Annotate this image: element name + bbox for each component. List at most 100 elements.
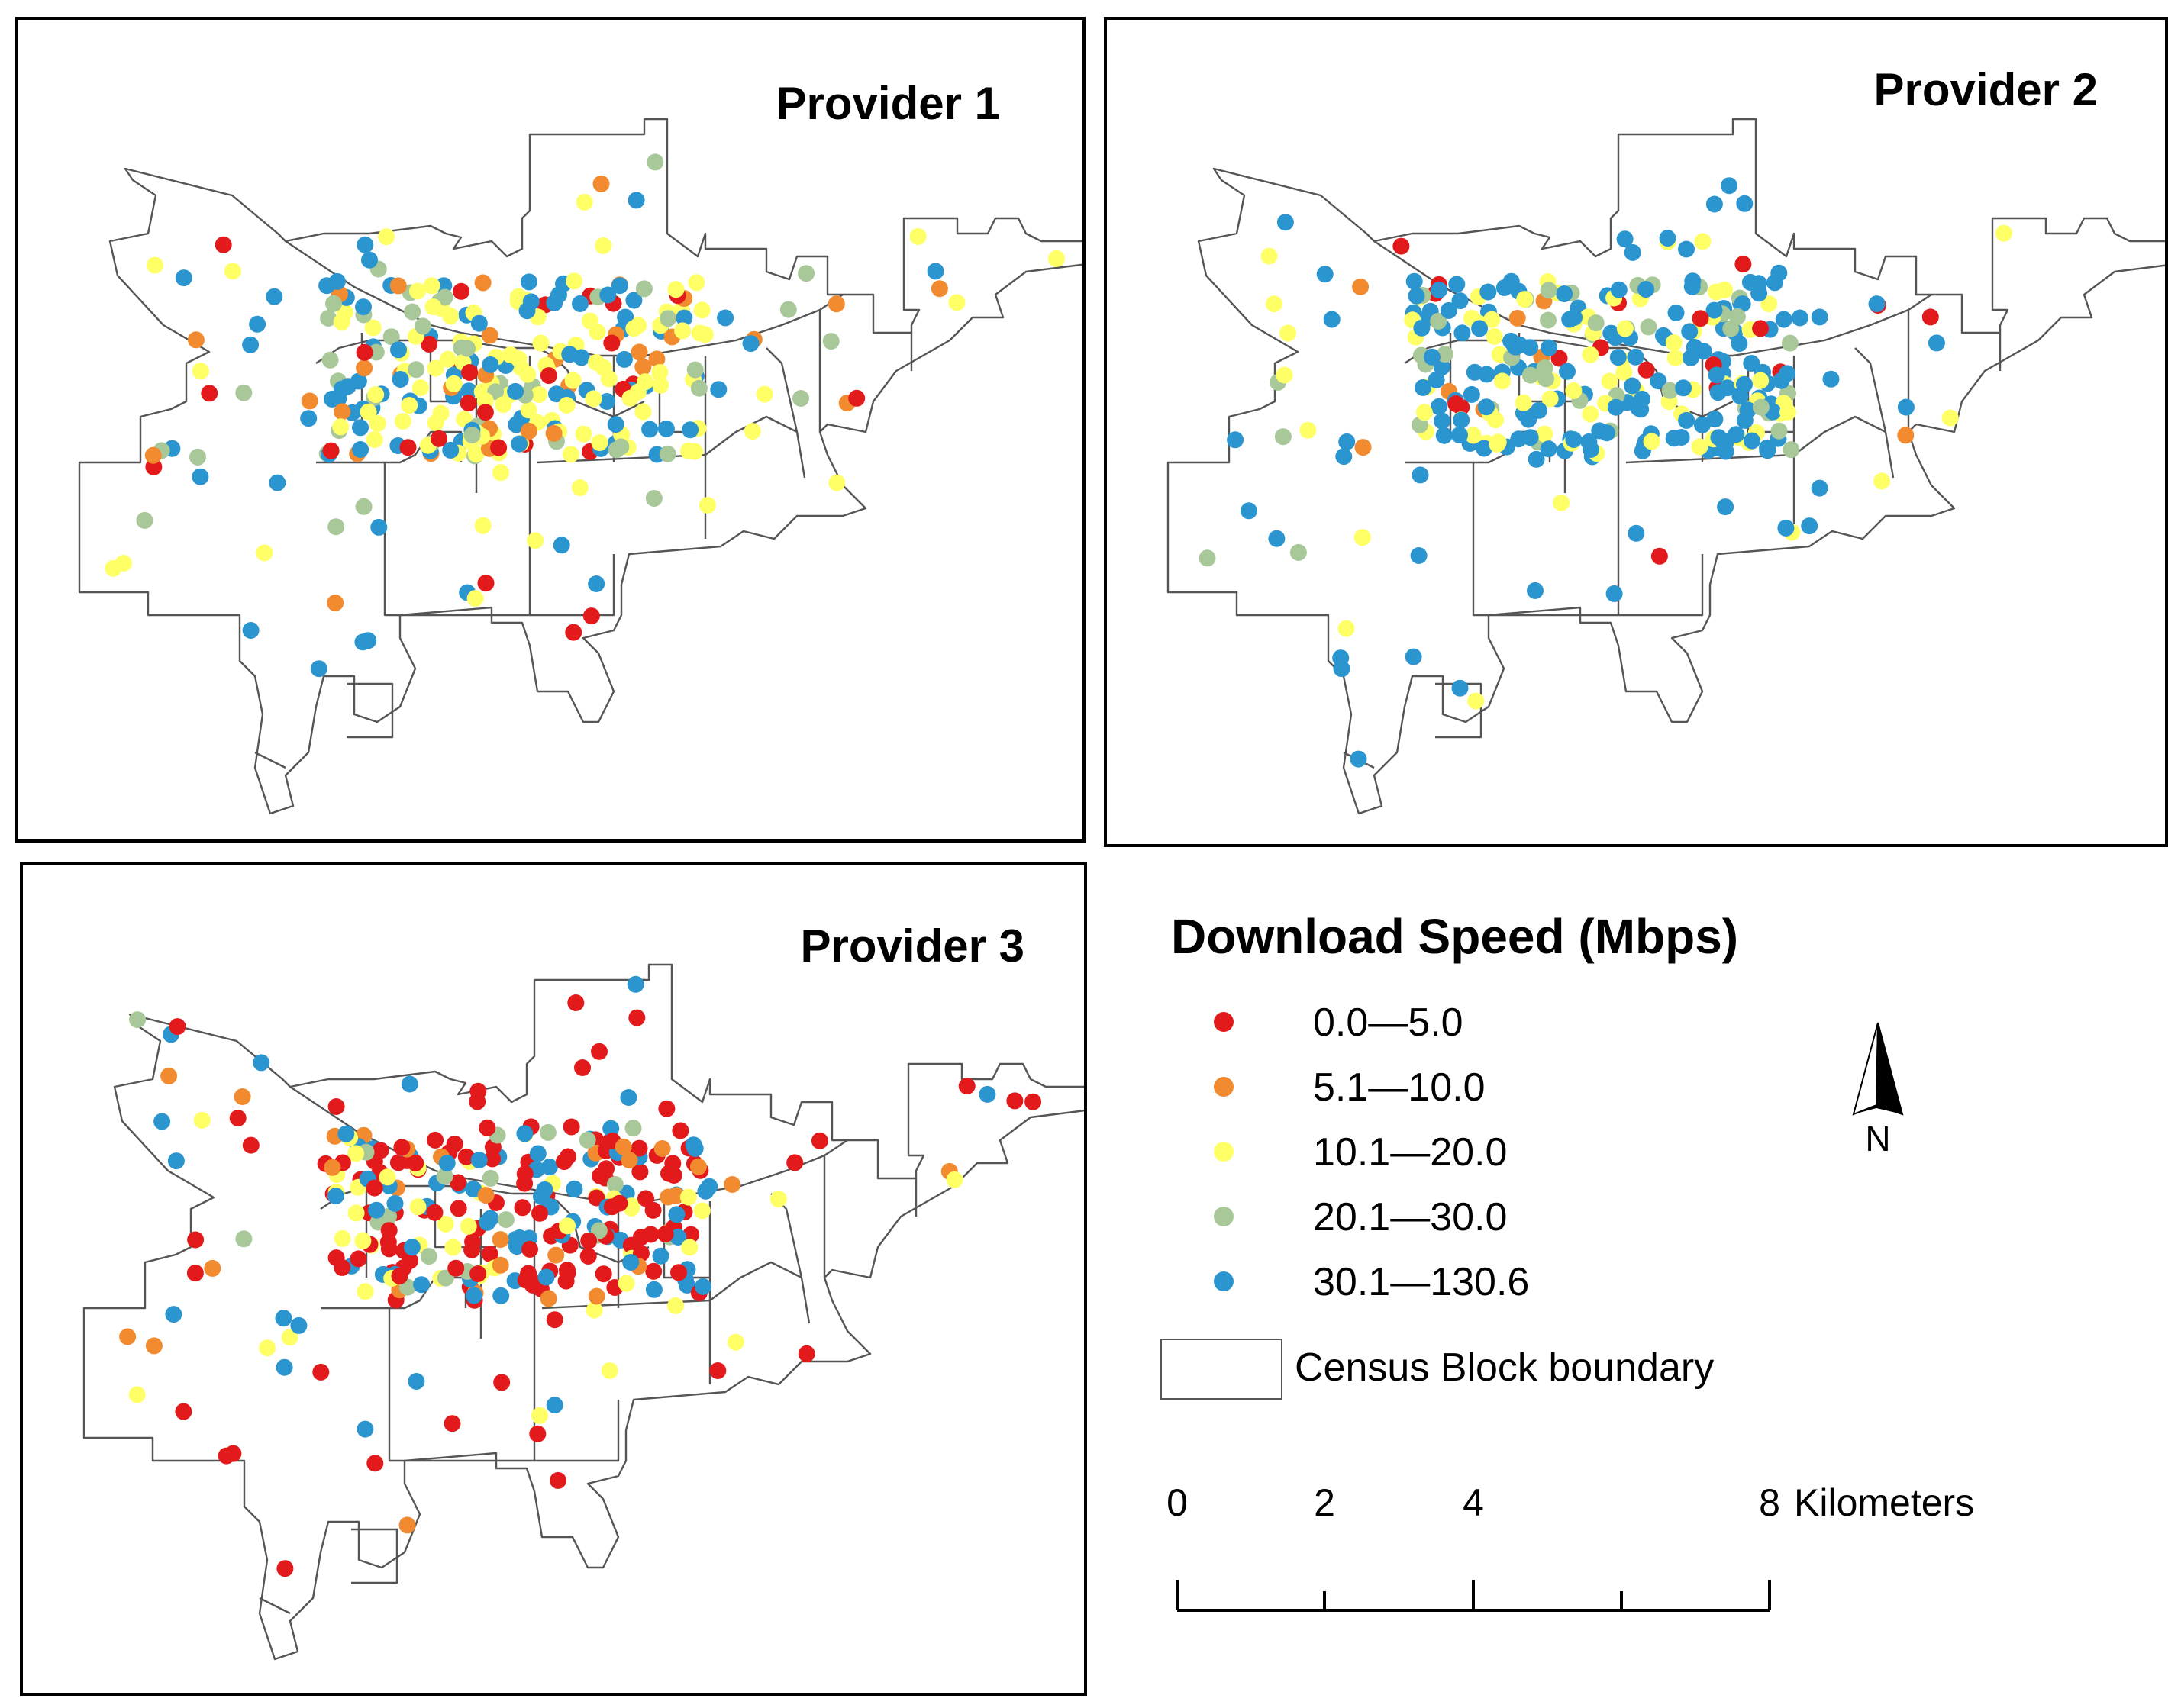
speed-sample-point: [413, 1276, 431, 1294]
speed-sample-point: [1353, 529, 1371, 546]
speed-sample-point: [1634, 390, 1650, 408]
speed-sample-point: [567, 994, 585, 1011]
speed-sample-point: [690, 379, 708, 397]
speed-sample-point: [366, 431, 383, 449]
speed-sample-point: [652, 1247, 669, 1265]
speed-sample-point: [436, 288, 453, 306]
speed-sample-point: [1693, 416, 1711, 433]
speed-sample-point: [686, 443, 703, 460]
speed-sample-point: [582, 607, 600, 625]
speed-sample-point: [611, 277, 628, 295]
speed-sample-point: [409, 1198, 427, 1216]
speed-sample-point: [407, 1154, 424, 1171]
speed-sample-point: [620, 1089, 637, 1106]
speed-sample-point: [492, 464, 509, 482]
speed-sample-point: [521, 1240, 538, 1258]
speed-sample-point: [1708, 366, 1725, 384]
speed-sample-point: [1744, 432, 1760, 450]
speed-sample-point: [566, 1180, 583, 1197]
speed-sample-point: [1766, 274, 1783, 292]
speed-sample-point: [611, 1194, 628, 1212]
speed-sample-point: [357, 1420, 374, 1438]
speed-sample-point: [474, 274, 492, 292]
speed-sample-point: [529, 1145, 547, 1162]
city-boundary: [1166, 118, 2165, 815]
census-block-boundary: [766, 347, 806, 479]
speed-sample-point: [769, 1191, 787, 1208]
speed-sample-point: [520, 401, 537, 419]
north-arrow-icon: N: [1852, 1022, 1904, 1159]
speed-sample-point: [218, 1447, 235, 1465]
speed-sample-point: [601, 1362, 618, 1379]
speed-sample-point: [276, 1358, 293, 1376]
speed-sample-point: [579, 1248, 597, 1265]
speed-sample-point: [1268, 530, 1286, 547]
census-block-boundary: [541, 1261, 802, 1310]
speed-sample-point: [1453, 324, 1471, 342]
speed-sample-point: [631, 343, 648, 361]
speed-sample-point: [424, 298, 442, 316]
speed-sample-point: [356, 359, 373, 377]
speed-sample-point: [548, 385, 565, 403]
speed-sample-point: [347, 1204, 365, 1222]
speed-sample-point: [618, 1275, 635, 1292]
scale-unit-label: Kilometers: [1794, 1481, 1975, 1524]
speed-sample-point: [301, 392, 318, 410]
speed-sample-point: [1565, 382, 1583, 399]
speed-sample-point: [1779, 403, 1796, 421]
speed-sample-point: [324, 1159, 341, 1176]
speed-sample-point: [382, 328, 400, 346]
speed-sample-point: [1637, 281, 1655, 298]
speed-sample-point: [701, 1178, 718, 1195]
census-block-boundary: [1854, 347, 1895, 479]
speed-sample-point: [519, 366, 537, 383]
speed-sample-point: [511, 435, 528, 453]
speed-sample-point: [360, 403, 377, 421]
speed-sample-point: [550, 1471, 566, 1489]
speed-sample-point: [828, 295, 845, 313]
speed-sample-point: [389, 277, 407, 295]
speed-sample-point: [670, 1264, 687, 1281]
speed-sample-point: [1508, 309, 1526, 327]
speed-sample-point: [1616, 320, 1634, 337]
speed-sample-point: [1471, 320, 1489, 337]
speed-sample-point: [431, 430, 447, 447]
speed-sample-point: [457, 1148, 475, 1165]
speed-sample-point: [553, 537, 570, 554]
speed-sample-point: [634, 403, 652, 421]
legend-swatch: [1214, 1077, 1234, 1097]
speed-sample-point: [479, 1213, 496, 1231]
speed-sample-point: [1736, 195, 1754, 212]
speed-sample-point: [653, 1140, 671, 1157]
speed-sample-point: [1260, 247, 1278, 265]
speed-sample-point: [566, 272, 583, 290]
speed-sample-point: [628, 192, 645, 209]
speed-sample-point: [682, 1226, 700, 1243]
speed-sample-point: [798, 1345, 815, 1362]
speed-sample-point: [1760, 295, 1778, 313]
speed-sample-point: [1897, 427, 1915, 444]
speed-sample-point: [1541, 339, 1558, 356]
speed-sample-point: [585, 390, 602, 408]
speed-sample-point: [1582, 405, 1599, 423]
speed-sample-point: [621, 389, 639, 407]
legend-swatch: [1214, 1271, 1234, 1291]
speed-sample-point: [621, 1152, 638, 1169]
speed-sample-point: [1811, 479, 1828, 497]
speed-sample-point: [632, 1229, 650, 1246]
speed-sample-point: [1483, 311, 1501, 328]
speed-sample-point: [249, 315, 266, 333]
speed-sample-point: [689, 1158, 707, 1175]
speed-sample-point: [275, 1310, 292, 1327]
speed-sample-point: [1440, 301, 1457, 319]
speed-sample-point: [744, 423, 761, 440]
census-block-swatch: [1160, 1339, 1282, 1400]
speed-sample-point: [622, 1254, 640, 1271]
speed-sample-point: [645, 1281, 663, 1298]
speed-sample-point: [561, 346, 579, 363]
speed-sample-point: [204, 1259, 221, 1277]
speed-sample-point: [469, 1082, 487, 1100]
speed-sample-point: [465, 1181, 482, 1198]
speed-sample-point: [467, 446, 485, 463]
speed-sample-point: [1431, 398, 1447, 415]
